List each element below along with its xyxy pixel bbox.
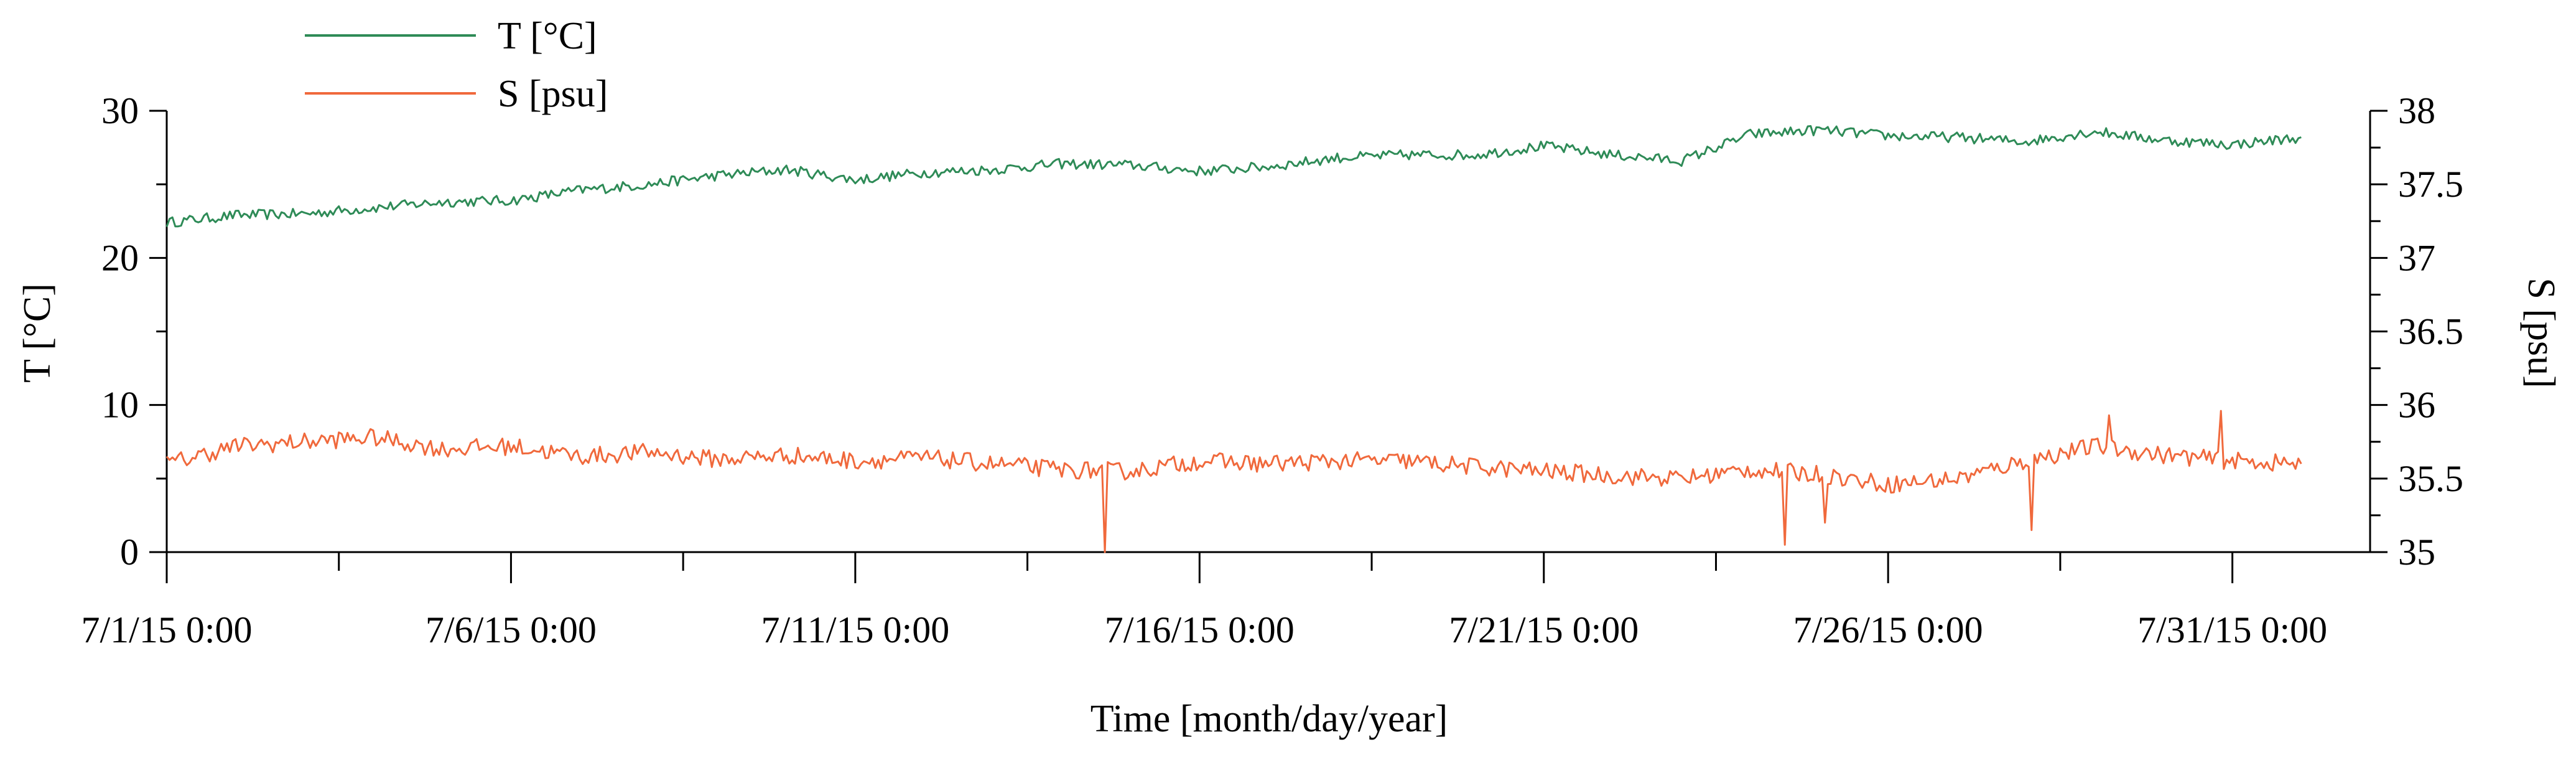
legend: T [°C] S [psu] xyxy=(305,15,608,115)
legend-label-salinity: S [psu] xyxy=(498,73,608,115)
series-layer xyxy=(165,125,2302,553)
right-y-tick-label: 38 xyxy=(2398,90,2435,131)
right-y-tick-label: 35.5 xyxy=(2398,458,2463,499)
left-y-tick-label: 20 xyxy=(101,237,139,278)
x-tick-label: 7/6/15 0:00 xyxy=(425,609,597,650)
x-tick-label: 7/26/15 0:00 xyxy=(1793,609,1983,650)
x-tick-label: 7/11/15 0:00 xyxy=(761,609,949,650)
x-tick-label: 7/21/15 0:00 xyxy=(1449,609,1639,650)
x-tick-label: 7/31/15 0:00 xyxy=(2137,609,2327,650)
x-axis-title: Time [month/day/year] xyxy=(1090,698,1448,740)
right-y-tick-label: 36.5 xyxy=(2398,311,2463,352)
series-line-salinity xyxy=(165,410,2302,553)
left-y-axis-title: T [°C] xyxy=(16,283,58,383)
right-y-tick-label: 36 xyxy=(2398,385,2435,426)
x-tick-label: 7/16/15 0:00 xyxy=(1105,609,1295,650)
right-y-tick-label: 37.5 xyxy=(2398,164,2463,205)
right-y-axis-title: S [psu] xyxy=(2520,278,2562,388)
right-y-tick-label: 37 xyxy=(2398,237,2435,278)
left-y-tick-label: 10 xyxy=(101,385,139,426)
legend-label-temperature: T [°C] xyxy=(498,15,597,57)
left-y-tick-label: 0 xyxy=(120,532,139,573)
left-y-tick-label: 30 xyxy=(101,90,139,131)
axes: 0 10 20 30 35 35.5 36 36.5 37 37.5 38 7/1/15 0:00 7/… xyxy=(81,90,2463,650)
x-tick-label: 7/1/15 0:00 xyxy=(81,609,252,650)
right-y-tick-label: 35 xyxy=(2398,532,2435,573)
series-line-temperature xyxy=(165,125,2302,228)
